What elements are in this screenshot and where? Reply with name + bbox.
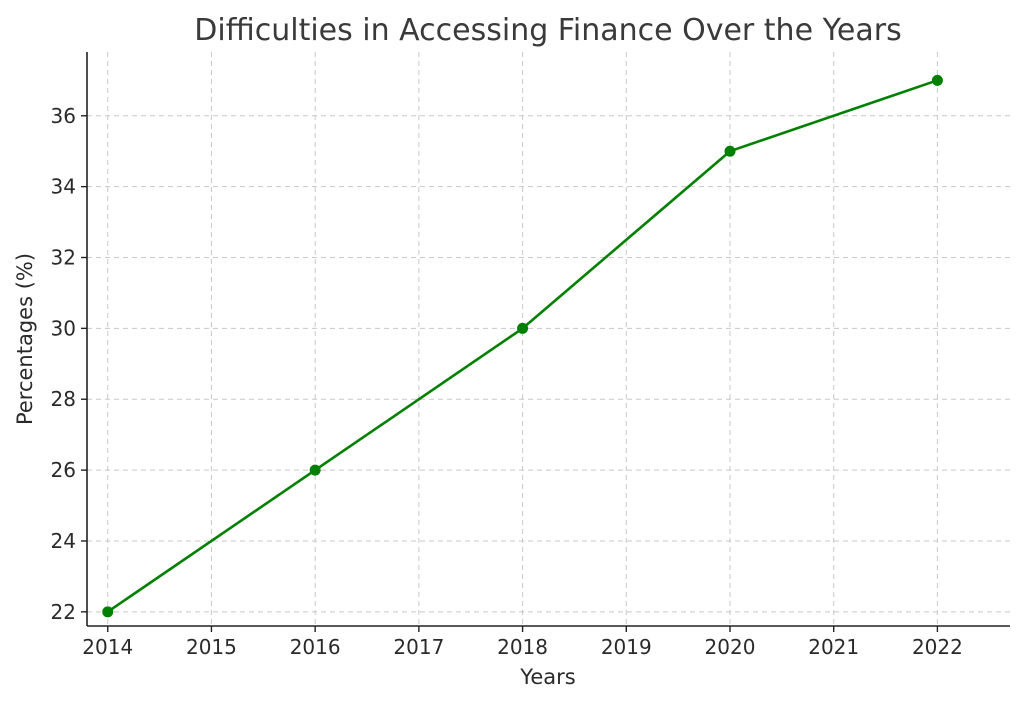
x-tick-label: 2016	[290, 635, 341, 659]
data-point-2020	[724, 145, 736, 157]
series-line	[102, 74, 943, 618]
x-tick-label: 2018	[497, 635, 548, 659]
y-tick-label: 32	[51, 246, 76, 270]
data-point-2016	[309, 464, 321, 476]
x-tick-label: 2015	[186, 635, 237, 659]
y-tick-label: 28	[51, 387, 76, 411]
data-point-2018	[517, 322, 529, 334]
x-tick-label: 2019	[601, 635, 652, 659]
x-tick-label: 2022	[912, 635, 963, 659]
y-tick-label: 24	[51, 529, 76, 553]
x-axis-ticks: 2014 2015 2016 2017 2018 2019 2020 2021 2022	[82, 626, 963, 659]
x-axis-label: Years	[519, 665, 575, 689]
y-tick-label: 22	[51, 600, 76, 624]
data-point-2022	[931, 74, 943, 86]
x-tick-label: 2021	[808, 635, 859, 659]
y-tick-label: 36	[51, 104, 76, 128]
axes	[86, 52, 1010, 627]
grid	[87, 52, 1010, 626]
y-tick-label: 34	[51, 175, 76, 199]
data-point-2014	[102, 606, 114, 618]
chart-title: Difficulties in Accessing Finance Over t…	[194, 13, 901, 48]
x-tick-label: 2020	[705, 635, 756, 659]
y-tick-label: 26	[51, 458, 76, 482]
x-tick-label: 2017	[393, 635, 444, 659]
x-tick-label: 2014	[82, 635, 133, 659]
y-axis-ticks: 22 24 26 28 30 32 34 36	[51, 104, 87, 624]
y-axis-label: Percentages (%)	[13, 253, 37, 425]
y-tick-label: 30	[51, 316, 76, 340]
